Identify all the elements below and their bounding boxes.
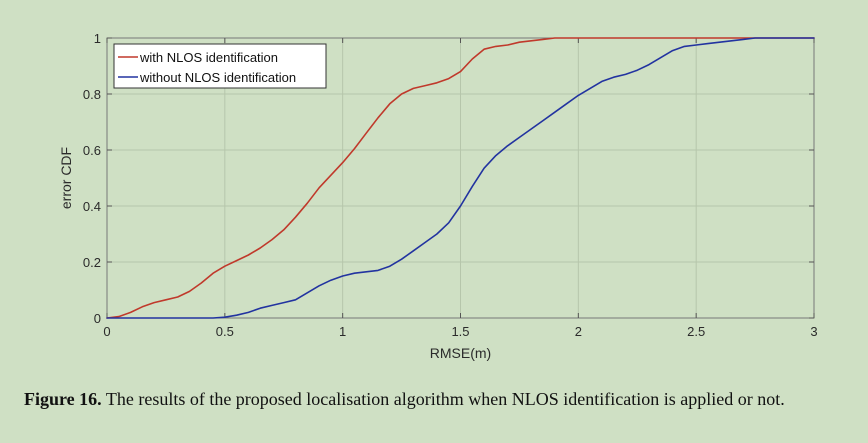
y-tick-label: 1 [94,31,101,46]
x-tick-label: 0.5 [216,324,234,339]
ticks: 0 0.5 1 1.5 2 2.5 3 0 0.2 0.4 0.6 0.8 1 [83,31,818,339]
chart: 0 0.5 1 1.5 2 2.5 3 0 0.2 0.4 0.6 0.8 1 RMSE(m) erro… [58,31,818,361]
legend-label: without NLOS identification [139,70,296,85]
legend-label: with NLOS identification [139,50,278,65]
series-line-2 [106,37,815,319]
y-tick-label: 0.4 [83,199,101,214]
x-tick-label: 1 [339,324,346,339]
y-tick-label: 0.6 [83,143,101,158]
series-line-1 [106,37,815,319]
legend-box [113,43,327,89]
y-tick-label: 0 [94,311,101,326]
x-axis-label: RMSE(m) [430,345,491,361]
legend: with NLOS identification without NLOS ide… [113,43,327,89]
x-tick-label: 3 [810,324,817,339]
y-tick-label: 0.2 [83,255,101,270]
caption-label: Figure 16. [24,389,102,409]
x-tick-label: 1.5 [451,324,469,339]
figure-caption: Figure 16. The results of the proposed l… [24,386,860,412]
x-tick-label: 2.5 [687,324,705,339]
x-tick-label: 2 [575,324,582,339]
x-tick-label: 0 [103,324,110,339]
y-tick-label: 0.8 [83,87,101,102]
caption-text: The results of the proposed localisation… [101,389,785,409]
series-lines [106,37,815,319]
y-axis-label: error CDF [58,147,74,209]
